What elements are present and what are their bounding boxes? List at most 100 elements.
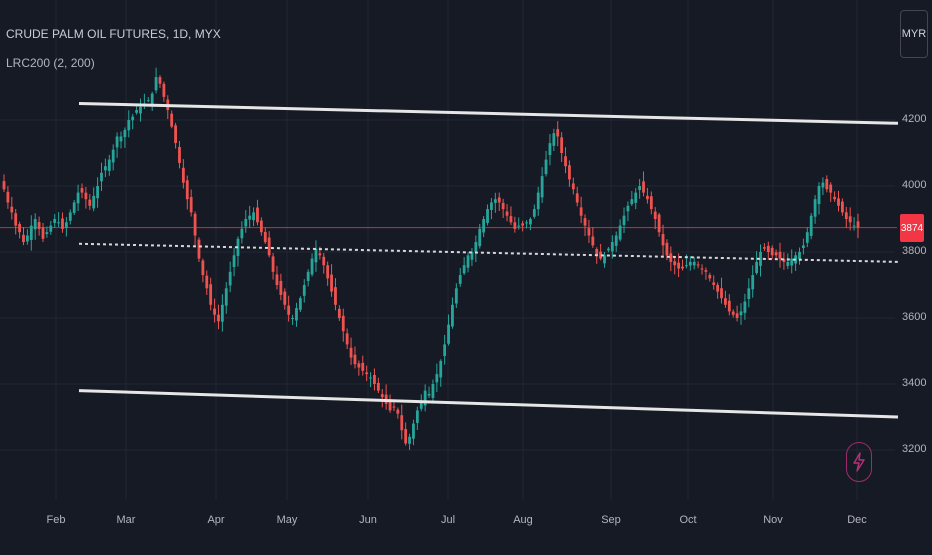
lightning-bolt-icon — [853, 452, 865, 472]
candle-body — [158, 77, 162, 84]
candle-body — [92, 195, 96, 209]
candle-body — [595, 249, 599, 256]
candle-body — [700, 268, 704, 270]
legend-symbol-title[interactable]: CRUDE PALM OIL FUTURES, 1D, MYX — [6, 27, 221, 41]
price-tick-label: 3200 — [902, 443, 927, 455]
candle-body — [638, 186, 642, 191]
candle-body — [712, 282, 716, 285]
candle-body — [443, 344, 447, 357]
candle-body — [848, 216, 852, 223]
candle-body — [181, 167, 185, 183]
candle-body — [704, 270, 708, 272]
candle-body — [509, 216, 513, 223]
candle-body — [80, 188, 84, 193]
lightning-bolt-button[interactable] — [846, 442, 872, 482]
candle-body — [470, 252, 474, 260]
candle-body — [259, 220, 263, 233]
candle-body — [72, 202, 76, 213]
candle-body — [759, 252, 762, 266]
channel-lower-line — [78, 389, 899, 419]
candle-body — [688, 261, 692, 266]
candle-body — [552, 133, 556, 146]
candle-body — [521, 223, 525, 226]
candle-body — [505, 211, 509, 216]
candle-body — [536, 192, 540, 210]
candle-body — [349, 347, 353, 358]
candle-body — [685, 265, 688, 267]
candle-body — [380, 394, 384, 398]
candle-body — [548, 143, 552, 155]
candle-body — [337, 308, 341, 318]
candle-body — [217, 314, 220, 322]
candle-body — [256, 207, 259, 223]
candle-body — [392, 406, 396, 408]
candle-body — [474, 242, 478, 252]
candle-body — [400, 415, 404, 431]
candle-body — [571, 183, 575, 190]
candle-body — [404, 429, 408, 444]
candle-body — [220, 304, 224, 322]
candle-body — [310, 258, 314, 275]
candle-body — [154, 77, 158, 91]
candle-body — [197, 239, 201, 259]
candle-body — [673, 261, 677, 266]
candle-body — [2, 181, 6, 190]
candle-body — [646, 195, 649, 200]
candle-body — [373, 374, 376, 384]
candle-body — [10, 206, 14, 213]
candle-body — [653, 211, 657, 219]
channel-middle-line — [78, 242, 899, 263]
candle-body — [556, 129, 560, 137]
candle-body — [25, 235, 29, 242]
candle-body — [232, 255, 236, 267]
candle-body — [205, 275, 209, 289]
candle-body — [681, 266, 684, 269]
candle-body — [53, 219, 57, 223]
candle-body — [856, 221, 860, 228]
candle-body — [626, 205, 630, 212]
candle-body — [583, 218, 587, 226]
candle-body — [123, 129, 127, 138]
time-tick-label: Jun — [359, 514, 377, 526]
candle-body — [68, 212, 72, 221]
candle-body — [103, 166, 107, 171]
candle-body — [240, 228, 244, 239]
candle-body — [603, 255, 606, 264]
candle-body — [365, 372, 369, 375]
candle-body — [388, 400, 392, 411]
currency-button[interactable]: MYR — [900, 10, 928, 58]
candle-body — [454, 288, 458, 304]
legend-indicator[interactable]: LRC200 (2, 200) — [6, 56, 95, 70]
candle-body — [88, 199, 92, 206]
candle-body — [466, 255, 470, 268]
candle-body — [396, 409, 400, 414]
candle-body — [248, 215, 252, 220]
candle-body — [696, 264, 700, 266]
candle-body — [318, 253, 322, 256]
candle-body — [805, 232, 809, 243]
candle-body — [353, 354, 357, 365]
candle-body — [14, 213, 18, 226]
candle-body — [755, 261, 759, 274]
time-tick-label: Dec — [847, 514, 867, 526]
candle-body — [739, 311, 743, 316]
candle-body — [18, 224, 21, 233]
candle-body — [657, 214, 661, 233]
candle-body — [107, 159, 111, 171]
candle-body — [361, 362, 365, 371]
candle-body — [209, 284, 213, 305]
candle-body — [29, 225, 33, 240]
candle-body — [135, 110, 138, 113]
candle-body — [146, 100, 150, 102]
candle-body — [560, 137, 564, 153]
channel-upper-line — [78, 102, 899, 125]
candle-body — [841, 201, 844, 213]
candle-body — [275, 274, 279, 285]
candle-body — [591, 236, 595, 246]
candle-body — [228, 271, 232, 286]
candle-body — [357, 363, 361, 368]
candle-body — [458, 275, 462, 284]
candle-body — [193, 213, 197, 236]
